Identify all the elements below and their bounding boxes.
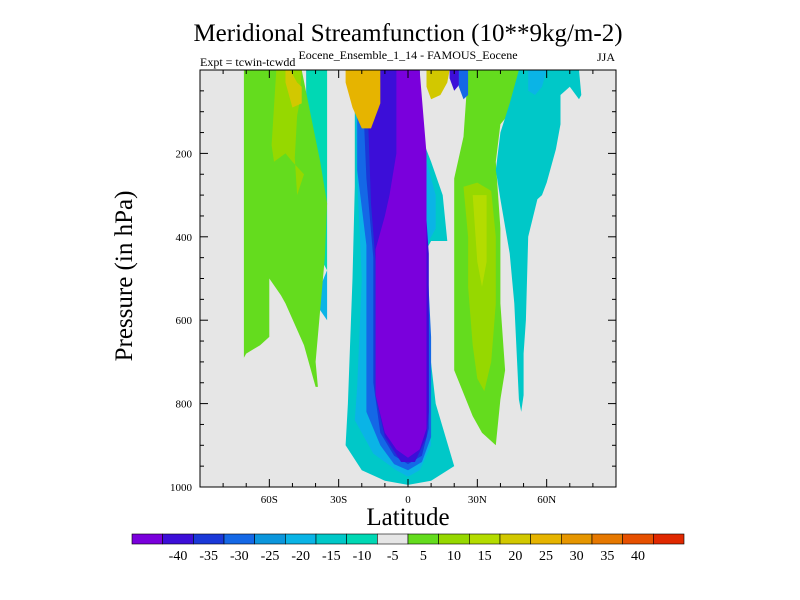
contour-region-nh-right-10 <box>463 182 496 392</box>
y-axis-label: Pressure (in hPa) <box>111 191 138 362</box>
colorbar-swatch <box>131 533 163 545</box>
colorbar-swatch <box>499 533 531 545</box>
colorbar-label: -20 <box>291 549 310 564</box>
colorbar-swatch <box>407 533 439 545</box>
chart-title: Meridional Streamfunction (10**9kg/m-2) <box>193 20 622 47</box>
x-axis-label: Latitude <box>366 504 449 531</box>
colorbar-swatch <box>346 533 378 545</box>
x-tick-label: 60N <box>537 494 556 506</box>
colorbar-swatch <box>223 533 255 545</box>
colorbar-swatch <box>530 533 562 545</box>
contour-region-pos-peak-sh-20 <box>345 70 381 129</box>
y-tick-label: 1000 <box>170 482 193 494</box>
axis-ticks: 60S 30S 0 30N 60N 200 400 600 800 1000 <box>170 70 616 506</box>
colorbar-label: 20 <box>508 549 522 564</box>
colorbar-label: 15 <box>478 549 492 564</box>
contour-region-pos-peak-nh-20 <box>426 70 450 100</box>
colorbar-swatch <box>561 533 593 545</box>
colorbar-swatch <box>285 533 317 545</box>
colorbar-swatch <box>653 533 685 545</box>
colorbar-swatch <box>315 533 347 545</box>
colorbar-swatch <box>622 533 654 545</box>
contour-region-sh-left-15 <box>285 70 302 108</box>
contour-region-cell-core <box>375 70 427 458</box>
colorbar-swatch <box>591 533 623 545</box>
y-tick-label: 400 <box>176 232 193 244</box>
chart-subtitle-left: Expt = tcwin-tcwdd <box>200 55 295 69</box>
contour-region-trough-min25 <box>315 70 328 321</box>
colorbar-swatch <box>254 533 286 545</box>
colorbar-label: 25 <box>539 549 553 564</box>
x-tick-label: 30N <box>468 494 487 506</box>
chart-subtitle-right: JJA <box>597 50 615 64</box>
x-tick-label: 30S <box>330 494 347 506</box>
colorbar-swatch <box>438 533 470 545</box>
colorbar-label: 30 <box>570 549 584 564</box>
x-tick-label: 0 <box>405 494 411 506</box>
contour-region-pos-peak-nh-blue <box>449 70 462 91</box>
contour-region-pos-peak-nh-blue2 <box>458 70 469 100</box>
colorbar-swatch <box>162 533 194 545</box>
colorbar-label: 10 <box>447 549 461 564</box>
colorbar-swatch <box>377 533 409 545</box>
x-tick-label: 60S <box>261 494 278 506</box>
contour-region-sh-left-5 <box>243 70 328 387</box>
colorbar-swatch <box>193 533 225 545</box>
chart-subtitle-center: Eocene_Ensemble_1_14 - FAMOUS_Eocene <box>298 48 517 62</box>
colorbar-label: -30 <box>230 549 249 564</box>
colorbar-label: 5 <box>420 549 427 564</box>
y-tick-label: 600 <box>176 315 193 327</box>
y-tick-label: 200 <box>176 148 193 160</box>
colorbar-label: -40 <box>169 549 188 564</box>
colorbar-label: 40 <box>631 549 645 564</box>
colorbar: -40 -35 -30 -25 -20 -15 -10 -5 5 10 15 20 25 30 35 40 <box>131 533 685 564</box>
contour-region-nh-right-15 <box>472 195 487 287</box>
colorbar-label: -35 <box>199 549 218 564</box>
colorbar-label: -5 <box>387 549 399 564</box>
colorbar-label: 35 <box>600 549 614 564</box>
contour-regions <box>243 70 582 485</box>
colorbar-label: -25 <box>261 549 280 564</box>
y-tick-label: 800 <box>176 399 193 411</box>
colorbar-label: -10 <box>353 549 372 564</box>
contour-region-nh-far-25 <box>528 70 547 95</box>
colorbar-label: -15 <box>322 549 341 564</box>
contour-region-nh-far-15 <box>495 70 582 412</box>
colorbar-swatch <box>469 533 501 545</box>
